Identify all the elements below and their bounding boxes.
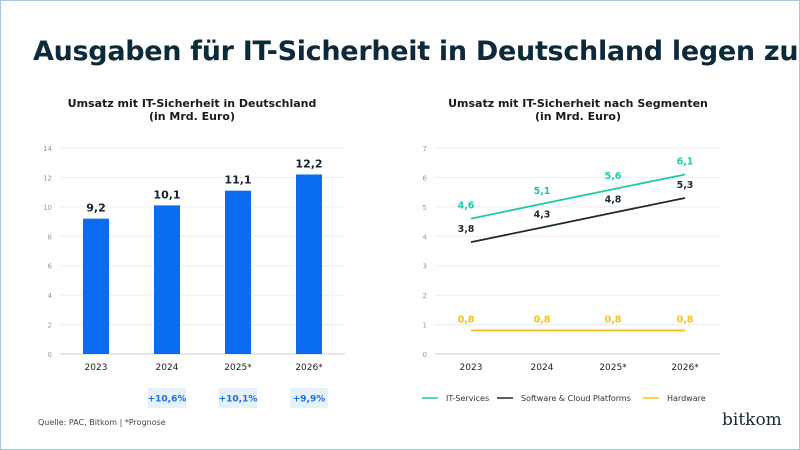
line-chart-xtick-label: 2025* — [599, 363, 627, 373]
legend-label: Hardware — [667, 394, 706, 403]
series-point-label: 4,6 — [458, 201, 475, 212]
bar-value-label: 9,2 — [86, 202, 106, 215]
bar-2024 — [154, 205, 180, 354]
series-point-label: 0,8 — [458, 314, 475, 325]
line-chart-title-line1: Umsatz mit IT-Sicherheit nach Segmenten — [448, 97, 708, 110]
series-point-label: 3,8 — [458, 224, 475, 235]
growth-badge — [148, 388, 186, 408]
series-point-label: 0,8 — [677, 314, 694, 325]
bar-value-label: 12,2 — [295, 157, 322, 170]
series-point-label: 6,1 — [677, 156, 694, 167]
line-chart-ytick-label: 0 — [423, 351, 427, 359]
series-point-label: 5,3 — [677, 180, 694, 191]
bar-chart-xtick-label: 2024 — [156, 363, 179, 373]
series-point-label: 5,1 — [534, 186, 551, 197]
bar-2025* — [225, 190, 251, 354]
bar-chart-ytick-label: 8 — [48, 233, 52, 241]
bar-chart-title-line2: (in Mrd. Euro) — [148, 110, 236, 123]
line-chart-xtick-label: 2023 — [460, 363, 483, 373]
growth-badge — [290, 388, 328, 408]
line-chart-ytick-label: 7 — [423, 145, 427, 153]
line-chart-ytick-label: 5 — [423, 204, 427, 212]
bar-chart-ytick-label: 14 — [43, 145, 52, 153]
bar-chart-title: Umsatz mit IT-Sicherheit in Deutschland … — [42, 97, 342, 123]
bar-chart-ytick-label: 4 — [48, 292, 53, 300]
bitkom-logo: bitkom — [722, 410, 782, 430]
line-chart-ytick-label: 6 — [423, 174, 428, 182]
series-point-label: 4,3 — [534, 209, 551, 220]
line-chart-ytick-label: 3 — [423, 263, 427, 271]
legend-label: Software & Cloud Platforms — [521, 394, 631, 403]
line-chart-xtick-label: 2026* — [671, 363, 699, 373]
growth-label: +9,9% — [293, 395, 326, 405]
line-chart-xtick-label: 2024 — [531, 363, 554, 373]
line-chart-ytick-label: 2 — [423, 292, 427, 300]
series-point-label: 5,6 — [605, 171, 622, 182]
bar-chart-ytick-label: 10 — [43, 204, 52, 212]
series-point-label: 0,8 — [605, 314, 622, 325]
bar-chart-ytick-label: 0 — [48, 351, 52, 359]
page-title: Ausgaben für IT-Sicherheit in Deutschlan… — [33, 36, 799, 67]
growth-badge — [219, 388, 257, 408]
bar-value-label: 10,1 — [153, 188, 180, 201]
line-chart-ytick-label: 1 — [423, 322, 427, 330]
growth-label: +10,6% — [148, 395, 187, 405]
line-chart-title: Umsatz mit IT-Sicherheit nach Segmenten … — [428, 97, 728, 123]
legend-label: IT-Services — [446, 394, 489, 403]
bar-chart-ytick-label: 2 — [48, 322, 52, 330]
series-point-label: 4,8 — [605, 195, 622, 206]
bar-chart-ytick-label: 6 — [48, 263, 53, 271]
bar-chart-xtick-label: 2023 — [85, 363, 108, 373]
bar-chart-ytick-label: 12 — [43, 174, 52, 182]
bar-chart-xtick-label: 2026* — [295, 363, 323, 373]
bar-chart-xtick-label: 2025* — [224, 363, 252, 373]
series-point-label: 0,8 — [534, 314, 551, 325]
line-chart-ytick-label: 4 — [423, 233, 428, 241]
growth-label: +10,1% — [219, 395, 258, 405]
bar-chart-title-line1: Umsatz mit IT-Sicherheit in Deutschland — [67, 97, 317, 110]
series-line-1 — [470, 197, 686, 244]
line-chart-title-line2: (in Mrd. Euro) — [534, 110, 622, 123]
bar-2026* — [296, 174, 322, 354]
bar-value-label: 11,1 — [224, 174, 251, 187]
series-line-0 — [470, 173, 686, 220]
bar-2023 — [83, 218, 109, 354]
source-note: Quelle: PAC, Bitkom | *Prognose — [38, 418, 166, 427]
